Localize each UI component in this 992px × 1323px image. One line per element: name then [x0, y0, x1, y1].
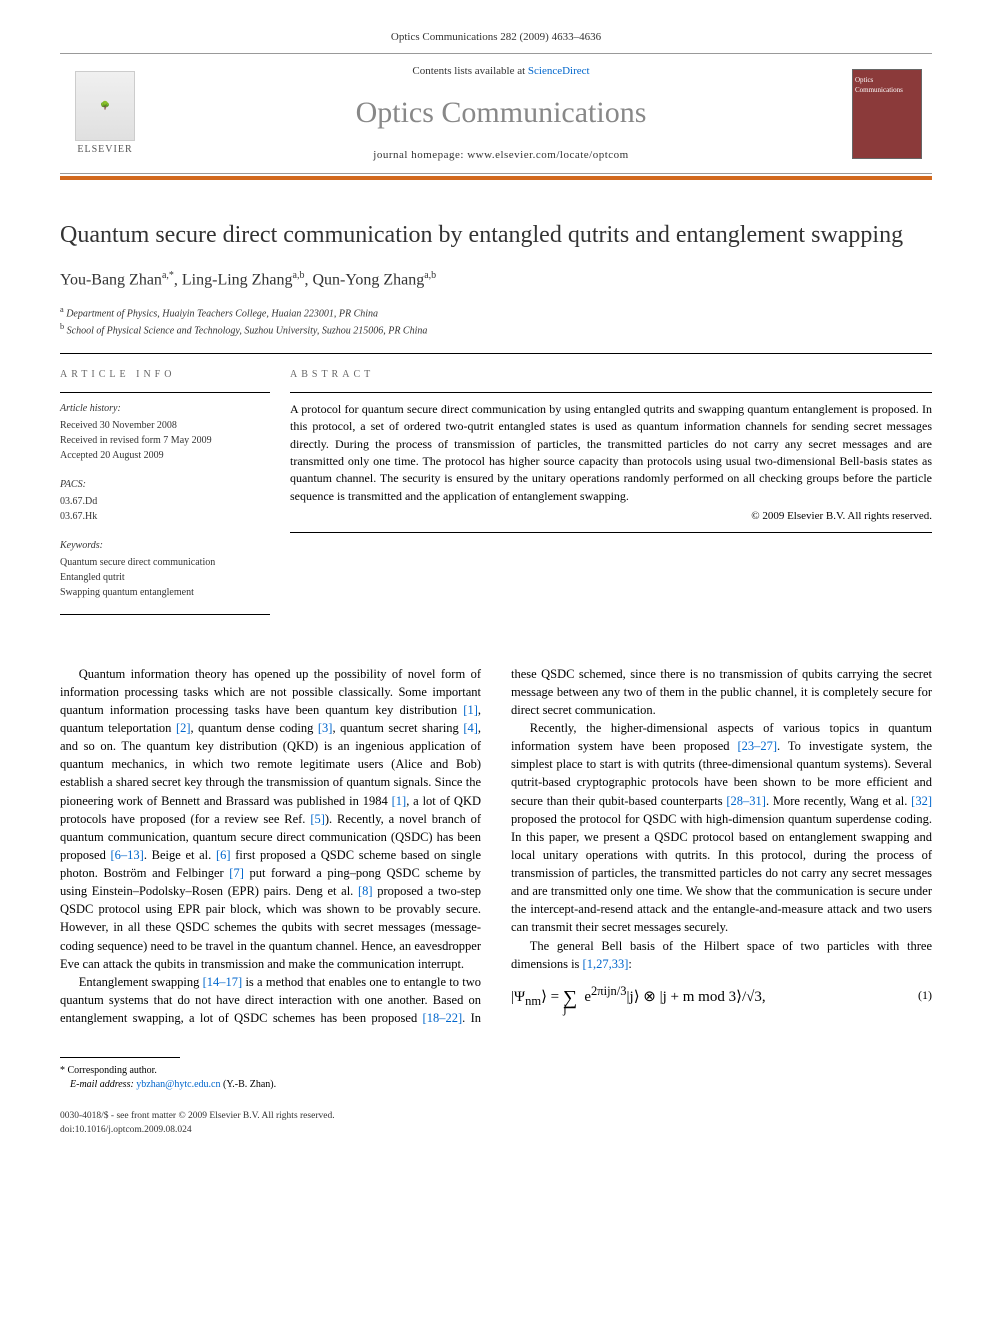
abstract-text: A protocol for quantum secure direct com…	[290, 401, 932, 505]
ref-3[interactable]: [3]	[318, 721, 333, 735]
journal-cover-thumbnail: Optics Communications	[852, 69, 922, 159]
corr-email-link[interactable]: ybzhan@hytc.edu.cn	[136, 1079, 220, 1090]
p2a: Entanglement swapping	[79, 975, 203, 989]
journal-homepage: journal homepage: www.elsevier.com/locat…	[150, 148, 852, 163]
abstract-heading: ABSTRACT	[290, 368, 932, 382]
corr-email-person: (Y.-B. Zhan).	[220, 1079, 276, 1090]
affiliation-a: a Department of Physics, Huaiyin Teacher…	[60, 304, 932, 321]
rule-top	[60, 353, 932, 354]
para-1: Quantum information theory has opened up…	[60, 665, 481, 973]
contents-prefix: Contents lists available at	[412, 65, 527, 77]
keyword-1: Quantum secure direct communication	[60, 555, 270, 570]
email-label: E-mail address:	[70, 1079, 134, 1090]
article-title: Quantum secure direct communication by e…	[60, 220, 932, 251]
author-list: You-Bang Zhana,*, Ling-Ling Zhanga,b, Qu…	[60, 269, 932, 292]
ref-18-22[interactable]: [18–22]	[423, 1011, 463, 1025]
ref-4[interactable]: [4]	[463, 721, 478, 735]
keyword-2: Entangled qutrit	[60, 570, 270, 585]
equation-1: |Ψnm⟩ = ∑j e2πijn/3|j⟩ ⊗ |j + m mod 3⟩/√…	[511, 981, 932, 1010]
ref-1-27-33[interactable]: [1,27,33]	[583, 957, 629, 971]
author-2: , Ling-Ling Zhang	[174, 272, 293, 289]
article-history: Article history: Received 30 November 20…	[60, 401, 270, 463]
article-info-heading: ARTICLE INFO	[60, 368, 270, 382]
affiliation-b-text: School of Physical Science and Technolog…	[67, 326, 428, 337]
info-abstract-row: ARTICLE INFO Article history: Received 3…	[60, 368, 932, 615]
affiliation-b: b School of Physical Science and Technol…	[60, 321, 932, 338]
elsevier-tree-icon: 🌳	[75, 71, 135, 141]
ref-2[interactable]: [2]	[176, 721, 191, 735]
p1c: , quantum dense coding	[191, 721, 318, 735]
body-text: Quantum information theory has opened up…	[60, 665, 932, 1028]
journal-name: Optics Communications	[150, 92, 852, 134]
corresponding-author: * Corresponding author. E-mail address: …	[60, 1064, 932, 1092]
ref-28-31[interactable]: [28–31]	[726, 794, 766, 808]
sciencedirect-link[interactable]: ScienceDirect	[528, 65, 590, 77]
journal-banner: 🌳 ELSEVIER Contents lists available at S…	[60, 53, 932, 174]
p1d: , quantum secret sharing	[332, 721, 463, 735]
pacs-label: PACS:	[60, 477, 270, 492]
pacs-block: PACS: 03.67.Dd 03.67.Hk	[60, 477, 270, 524]
front-matter: 0030-4018/$ - see front matter © 2009 El…	[60, 1110, 932, 1123]
revised-date: Received in revised form 7 May 2009	[60, 433, 270, 448]
ref-23-27[interactable]: [23–27]	[737, 739, 777, 753]
ref-6[interactable]: [6]	[216, 848, 231, 862]
p3c: . More recently, Wang et al.	[766, 794, 911, 808]
author-1: You-Bang Zhan	[60, 272, 162, 289]
cover-text: Optics Communications	[855, 76, 919, 96]
para-3: Recently, the higher-dimensional aspects…	[511, 719, 932, 937]
author-1-affil: a,*	[162, 270, 174, 281]
equation-1-number: (1)	[918, 987, 932, 1004]
p1h: . Beige et al.	[144, 848, 216, 862]
ref-5[interactable]: [5]	[310, 812, 325, 826]
author-3-affil: a,b	[424, 270, 436, 281]
ref-1[interactable]: [1]	[463, 703, 478, 717]
keywords-label: Keywords:	[60, 538, 270, 553]
affiliation-a-text: Department of Physics, Huaiyin Teachers …	[66, 308, 378, 319]
contents-available: Contents lists available at ScienceDirec…	[150, 64, 852, 79]
abstract-rule-1	[290, 392, 932, 393]
author-2-affil: a,b	[293, 270, 305, 281]
abstract-column: ABSTRACT A protocol for quantum secure d…	[290, 368, 932, 615]
publisher-logo-block: 🌳 ELSEVIER	[60, 71, 150, 157]
keywords-block: Keywords: Quantum secure direct communic…	[60, 538, 270, 600]
cover-thumbnail-block: Optics Communications	[852, 69, 932, 159]
p1a: Quantum information theory has opened up…	[60, 667, 481, 717]
ref-6-13[interactable]: [6–13]	[111, 848, 144, 862]
author-3: , Qun-Yong Zhang	[304, 272, 424, 289]
pacs-1: 03.67.Dd	[60, 494, 270, 509]
info-rule-1	[60, 392, 270, 393]
accent-bar	[60, 176, 932, 180]
ref-7[interactable]: [7]	[229, 866, 244, 880]
affiliations: a Department of Physics, Huaiyin Teacher…	[60, 304, 932, 339]
p3d: proposed the protocol for QSDC with high…	[511, 812, 932, 935]
pacs-2: 03.67.Hk	[60, 509, 270, 524]
keyword-3: Swapping quantum entanglement	[60, 585, 270, 600]
article-info-column: ARTICLE INFO Article history: Received 3…	[60, 368, 290, 615]
abstract-rule-2	[290, 532, 932, 533]
footnote-rule	[60, 1057, 180, 1058]
ref-32[interactable]: [32]	[911, 794, 932, 808]
publisher-name: ELSEVIER	[77, 143, 132, 157]
received-date: Received 30 November 2008	[60, 418, 270, 433]
ref-1b[interactable]: [1]	[392, 794, 407, 808]
abstract-copyright: © 2009 Elsevier B.V. All rights reserved…	[290, 509, 932, 524]
p4a: The general Bell basis of the Hilbert sp…	[511, 939, 932, 971]
running-head: Optics Communications 282 (2009) 4633–46…	[60, 30, 932, 45]
history-label: Article history:	[60, 401, 270, 416]
equation-1-body: |Ψnm⟩ = ∑j e2πijn/3|j⟩ ⊗ |j + m mod 3⟩/√…	[511, 981, 766, 1010]
corr-label: * Corresponding author.	[60, 1064, 932, 1078]
info-rule-2	[60, 614, 270, 615]
para-4: The general Bell basis of the Hilbert sp…	[511, 937, 932, 973]
ref-14-17[interactable]: [14–17]	[203, 975, 243, 989]
corr-email-line: E-mail address: ybzhan@hytc.edu.cn (Y.-B…	[60, 1078, 932, 1092]
ref-8[interactable]: [8]	[358, 884, 373, 898]
banner-center: Contents lists available at ScienceDirec…	[150, 64, 852, 163]
p4b: :	[628, 957, 631, 971]
doi: doi:10.1016/j.optcom.2009.08.024	[60, 1124, 932, 1137]
accepted-date: Accepted 20 August 2009	[60, 448, 270, 463]
